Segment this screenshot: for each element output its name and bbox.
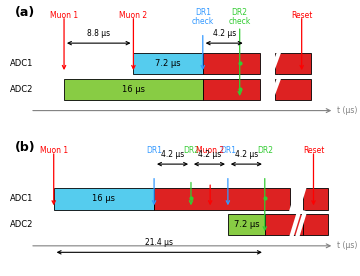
Bar <box>228 214 265 235</box>
Text: 16 μs: 16 μs <box>122 85 145 94</box>
Text: DR2: DR2 <box>257 146 273 155</box>
Text: 7.2 μs: 7.2 μs <box>234 220 259 229</box>
Bar <box>275 53 311 74</box>
Bar <box>265 214 303 235</box>
Bar <box>54 188 154 209</box>
Text: Reset: Reset <box>303 146 324 155</box>
Text: 7.2 μs: 7.2 μs <box>155 59 181 68</box>
Text: Muon 2: Muon 2 <box>196 146 224 155</box>
Text: Muon 2: Muon 2 <box>120 11 148 20</box>
Text: Reset: Reset <box>291 11 312 20</box>
Text: Muon 1: Muon 1 <box>50 11 78 20</box>
Text: ADC1: ADC1 <box>10 194 33 203</box>
Text: DR1: DR1 <box>146 146 162 155</box>
Bar <box>203 53 260 74</box>
Text: (b): (b) <box>15 141 36 154</box>
Text: ADC2: ADC2 <box>10 220 33 229</box>
Text: 4.2 μs: 4.2 μs <box>235 150 258 159</box>
Text: 4.2 μs: 4.2 μs <box>212 29 236 38</box>
Text: Muon 1: Muon 1 <box>40 146 68 155</box>
Text: 21.4 μs: 21.4 μs <box>145 238 173 247</box>
Text: 4.2 μs: 4.2 μs <box>198 150 221 159</box>
Text: DR1
check: DR1 check <box>192 8 214 26</box>
Bar <box>275 79 311 100</box>
Bar <box>303 214 328 235</box>
Text: DR2
check: DR2 check <box>229 8 251 26</box>
Text: ADC2: ADC2 <box>10 85 33 94</box>
Text: (a): (a) <box>15 6 36 18</box>
Bar <box>64 79 203 100</box>
Text: 8.8 μs: 8.8 μs <box>87 29 110 38</box>
Text: 4.2 μs: 4.2 μs <box>161 150 184 159</box>
Text: ADC1: ADC1 <box>10 59 33 68</box>
Text: DR1: DR1 <box>220 146 236 155</box>
Text: t (μs): t (μs) <box>337 106 357 115</box>
Text: t (μs): t (μs) <box>337 241 357 250</box>
Text: DR2: DR2 <box>183 146 199 155</box>
Text: 16 μs: 16 μs <box>93 194 116 203</box>
Bar <box>134 53 203 74</box>
Bar <box>154 188 290 209</box>
Bar <box>203 79 260 100</box>
Bar <box>303 188 328 209</box>
